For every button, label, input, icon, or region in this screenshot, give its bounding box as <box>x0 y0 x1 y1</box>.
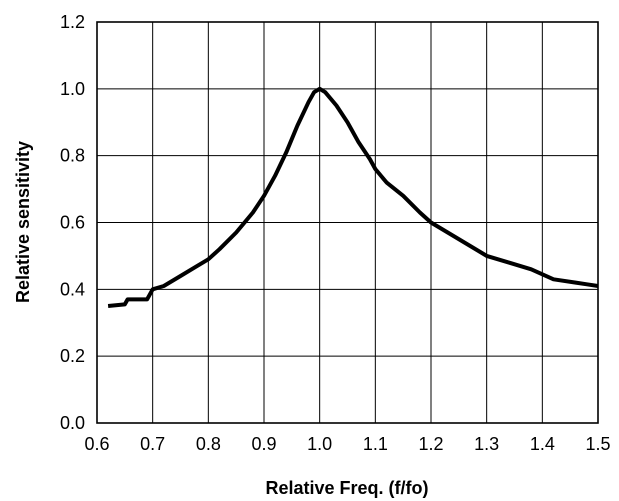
x-tick-label: 1.2 <box>418 434 443 454</box>
y-tick-label: 0.2 <box>60 346 85 366</box>
tick-labels: 0.6 0.7 0.8 0.9 1.0 1.1 1.2 1.3 1.4 1.5 0.0 0.2 0.4 0… <box>60 12 611 454</box>
x-tick-label: 1.3 <box>474 434 499 454</box>
y-tick-label: 0.6 <box>60 213 85 233</box>
y-tick-label: 0.8 <box>60 146 85 166</box>
y-tick-label: 0.0 <box>60 413 85 433</box>
x-tick-label: 0.9 <box>251 434 276 454</box>
x-tick-label: 0.6 <box>84 434 109 454</box>
x-tick-label: 1.5 <box>585 434 610 454</box>
plot-frame <box>96 21 599 424</box>
x-tick-label: 1.0 <box>307 434 332 454</box>
y-axis-title: Relative sensitivity <box>13 141 33 303</box>
x-tick-label: 0.7 <box>140 434 165 454</box>
y-tick-label: 1.0 <box>60 79 85 99</box>
series-line <box>107 86 599 308</box>
x-tick-label: 0.8 <box>196 434 221 454</box>
series-layer <box>107 86 599 308</box>
x-tick-label: 1.4 <box>530 434 555 454</box>
y-tick-label: 1.2 <box>60 12 85 32</box>
y-tick-label: 0.4 <box>60 279 85 299</box>
x-tick-label: 1.1 <box>363 434 388 454</box>
x-axis-title: Relative Freq. (f/fo) <box>265 478 428 498</box>
